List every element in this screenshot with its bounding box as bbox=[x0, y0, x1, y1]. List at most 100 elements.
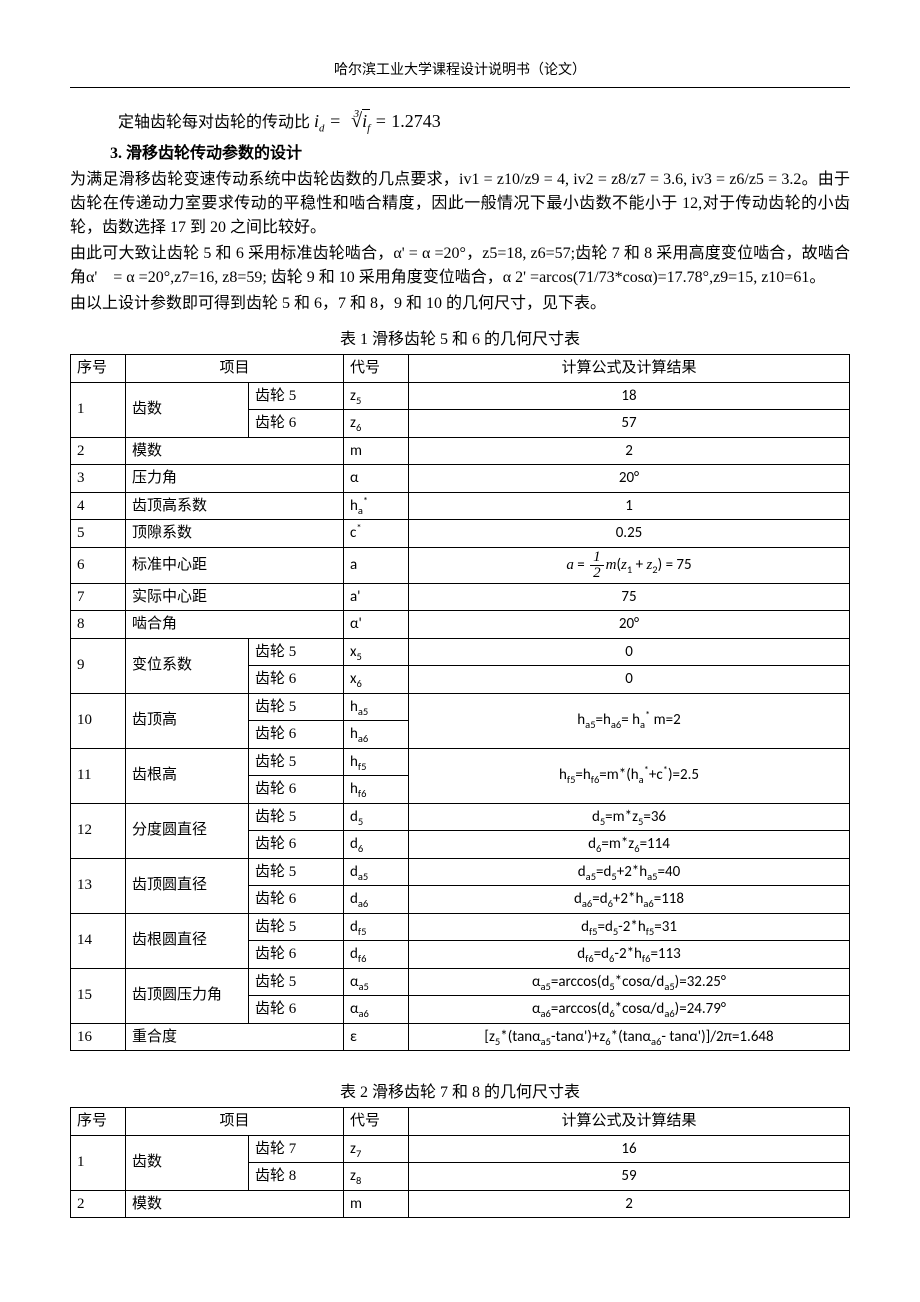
table-cell: 实际中心距 bbox=[126, 583, 344, 611]
table-cell: z7 bbox=[344, 1135, 409, 1163]
table-cell: 变位系数 bbox=[126, 638, 249, 693]
section-3-title: 3. 滑移齿轮传动参数的设计 bbox=[70, 142, 850, 166]
table-cell: d5=m*z5=36 bbox=[409, 803, 850, 831]
table-cell: αa5=arccos(d5*cosα/da5)=32.25° bbox=[409, 968, 850, 996]
table-row: 7实际中心距a'75 bbox=[71, 583, 850, 611]
table-cell: 6 bbox=[71, 547, 126, 583]
table-cell: 齿顶圆压力角 bbox=[126, 968, 249, 1023]
table-row: 11齿根高齿轮 5hf5hf5=hf6=m*(ha*+c*)=2.5 bbox=[71, 748, 850, 776]
table-cell: z8 bbox=[344, 1163, 409, 1191]
table-cell: 16 bbox=[71, 1023, 126, 1051]
table-cell: 啮合角 bbox=[126, 611, 344, 639]
table-row: 2模数m2 bbox=[71, 1190, 850, 1218]
table-cell: ha* bbox=[344, 492, 409, 520]
table-cell: 齿轮 6 bbox=[249, 410, 344, 438]
table-cell: m bbox=[344, 1190, 409, 1218]
table-cell: 齿轮 6 bbox=[249, 996, 344, 1024]
table-cell: 57 bbox=[409, 410, 850, 438]
table-cell: d5 bbox=[344, 803, 409, 831]
table-cell: 0 bbox=[409, 638, 850, 666]
table-2: 序号项目代号计算公式及计算结果1齿数齿轮 7z716齿轮 8z8592模数m2 bbox=[70, 1107, 850, 1218]
table-cell: z5 bbox=[344, 382, 409, 410]
table-cell: 16 bbox=[409, 1135, 850, 1163]
table-cell: 齿顶圆直径 bbox=[126, 858, 249, 913]
table-cell: 齿轮 5 bbox=[249, 748, 344, 776]
table-cell: 齿轮 6 bbox=[249, 776, 344, 804]
table-cell: da5 bbox=[344, 858, 409, 886]
paragraph-2: 由此可大致让齿轮 5 和 6 采用标准齿轮啮合，α' = α =20°，z5=1… bbox=[70, 242, 850, 290]
table-cell: 齿数 bbox=[126, 382, 249, 437]
table-cell: 齿轮 5 bbox=[249, 638, 344, 666]
table-cell: 12 bbox=[71, 803, 126, 858]
page-header: 哈尔滨工业大学课程设计说明书（论文） bbox=[70, 60, 850, 81]
table-cell: df6=d6-2*hf6=113 bbox=[409, 941, 850, 969]
table-cell: m bbox=[344, 437, 409, 465]
table-cell: α' bbox=[344, 611, 409, 639]
table-row: 3压力角α20° bbox=[71, 465, 850, 493]
header-rule bbox=[70, 87, 850, 88]
table-cell: 齿轮 5 bbox=[249, 968, 344, 996]
table-cell: 标准中心距 bbox=[126, 547, 344, 583]
ratio-prefix: 定轴齿轮每对齿轮的传动比 bbox=[118, 114, 310, 131]
table-cell: 顶隙系数 bbox=[126, 520, 344, 548]
table-cell: 2 bbox=[409, 1190, 850, 1218]
table-cell: 齿顶高 bbox=[126, 693, 249, 748]
table-cell: 齿轮 6 bbox=[249, 721, 344, 749]
table-row: 9变位系数齿轮 5x50 bbox=[71, 638, 850, 666]
paragraph-3: 由以上设计参数即可得到齿轮 5 和 6，7 和 8，9 和 10 的几何尺寸，见… bbox=[70, 292, 850, 316]
table-cell: ha6 bbox=[344, 721, 409, 749]
table-cell: 1 bbox=[409, 492, 850, 520]
table-cell: d6=m*z6=114 bbox=[409, 831, 850, 859]
table-cell: 0 bbox=[409, 666, 850, 694]
table-cell: αa5 bbox=[344, 968, 409, 996]
table-row: 15齿顶圆压力角齿轮 5αa5αa5=arccos(d5*cosα/da5)=3… bbox=[71, 968, 850, 996]
table-cell: 2 bbox=[71, 1190, 126, 1218]
paragraph-1: 为满足滑移齿轮变速传动系统中齿轮齿数的几点要求，iv1 = z10/z9 = 4… bbox=[70, 168, 850, 240]
table-cell: ha5 bbox=[344, 693, 409, 721]
table-cell: ha5=ha6= ha* m=2 bbox=[409, 693, 850, 748]
table-cell: x6 bbox=[344, 666, 409, 694]
table-cell: 计算公式及计算结果 bbox=[409, 355, 850, 383]
table-cell: a = 12m(z1 + z2) = 75 bbox=[409, 547, 850, 583]
table-cell: 齿轮 8 bbox=[249, 1163, 344, 1191]
table-cell: 齿根高 bbox=[126, 748, 249, 803]
table-cell: 齿轮 6 bbox=[249, 886, 344, 914]
table-cell: df6 bbox=[344, 941, 409, 969]
table-cell: hf6 bbox=[344, 776, 409, 804]
table-row: 4齿顶高系数ha*1 bbox=[71, 492, 850, 520]
table-cell: z6 bbox=[344, 410, 409, 438]
table-cell: 模数 bbox=[126, 1190, 344, 1218]
table-cell: 齿轮 6 bbox=[249, 831, 344, 859]
ratio-formula: id = 3√if = 1.2743 bbox=[314, 111, 441, 131]
table-cell: 压力角 bbox=[126, 465, 344, 493]
table-cell: 序号 bbox=[71, 1108, 126, 1136]
table-cell: 齿轮 5 bbox=[249, 913, 344, 941]
table-cell: 75 bbox=[409, 583, 850, 611]
table-header-row: 序号项目代号计算公式及计算结果 bbox=[71, 355, 850, 383]
table-cell: αa6=arccos(d6*cosα/da6)=24.79° bbox=[409, 996, 850, 1024]
table-cell: 齿轮 6 bbox=[249, 941, 344, 969]
table-cell: 59 bbox=[409, 1163, 850, 1191]
table-cell: c* bbox=[344, 520, 409, 548]
ratio-line: 定轴齿轮每对齿轮的传动比 id = 3√if = 1.2743 bbox=[70, 106, 850, 136]
table-cell: 2 bbox=[71, 437, 126, 465]
table-cell: 齿数 bbox=[126, 1135, 249, 1190]
table-cell: 13 bbox=[71, 858, 126, 913]
table-cell: 齿轮 5 bbox=[249, 803, 344, 831]
table-cell: da6 bbox=[344, 886, 409, 914]
table-row: 12分度圆直径齿轮 5d5d5=m*z5=36 bbox=[71, 803, 850, 831]
table-cell: 重合度 bbox=[126, 1023, 344, 1051]
table2-caption: 表 2 滑移齿轮 7 和 8 的几何尺寸表 bbox=[70, 1081, 850, 1105]
table-cell: 20° bbox=[409, 465, 850, 493]
table-cell: 项目 bbox=[126, 1108, 344, 1136]
table-cell: 齿轮 6 bbox=[249, 666, 344, 694]
table-cell: df5=d5-2*hf5=31 bbox=[409, 913, 850, 941]
table-cell: 齿轮 5 bbox=[249, 382, 344, 410]
table-cell: x5 bbox=[344, 638, 409, 666]
table-row: 13齿顶圆直径齿轮 5da5da5=d5+2*ha5=40 bbox=[71, 858, 850, 886]
table-row: 10齿顶高齿轮 5ha5ha5=ha6= ha* m=2 bbox=[71, 693, 850, 721]
table-cell: 11 bbox=[71, 748, 126, 803]
table-row: 8啮合角α'20° bbox=[71, 611, 850, 639]
table-cell: 2 bbox=[409, 437, 850, 465]
table1-caption: 表 1 滑移齿轮 5 和 6 的几何尺寸表 bbox=[70, 328, 850, 352]
